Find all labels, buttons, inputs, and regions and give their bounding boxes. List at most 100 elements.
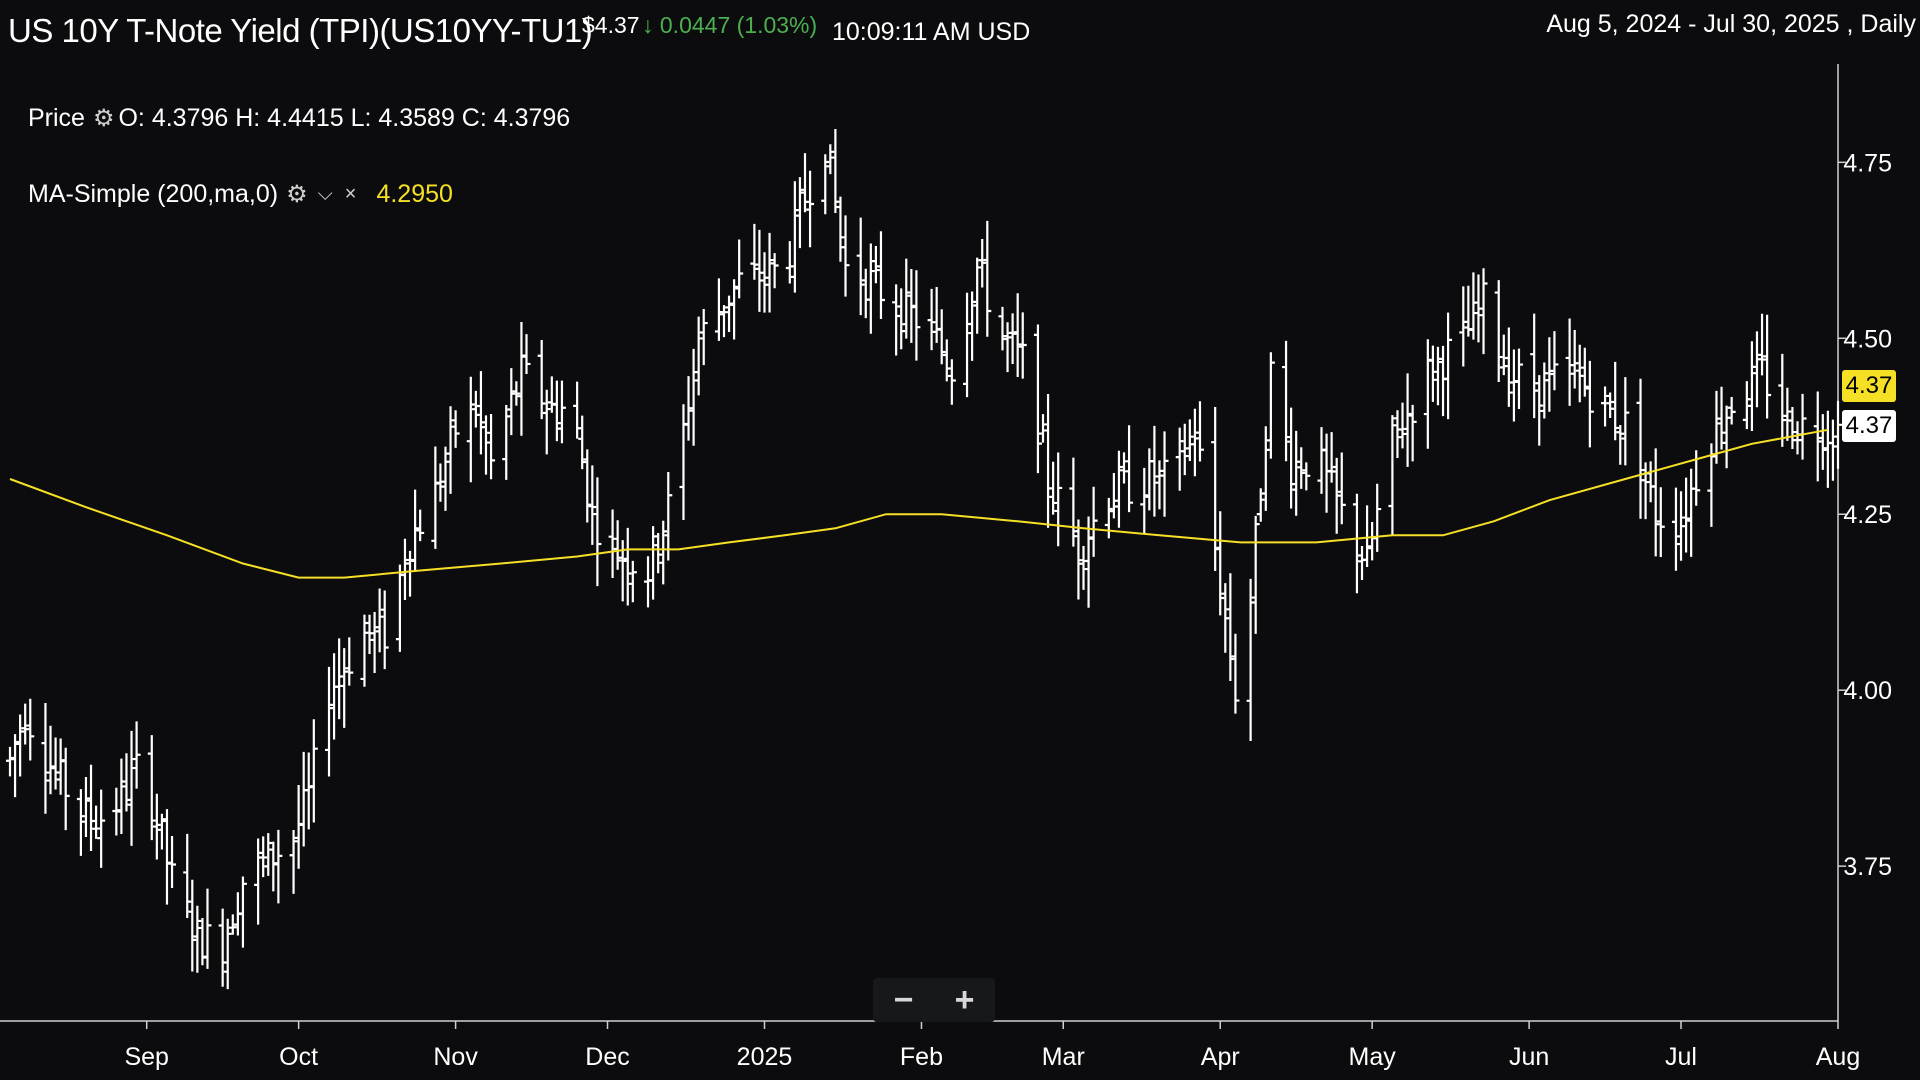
quote-time: 10:09:11 AM USD (832, 18, 1031, 46)
ohlc-bar (659, 520, 668, 585)
ohlc-bar (476, 371, 485, 455)
ohlc-bar (1388, 415, 1397, 536)
date-range[interactable]: Aug 5, 2024 - Jul 30, 2025 , Daily (1546, 10, 1916, 38)
ohlc-bar (1752, 331, 1761, 408)
ohlc-bar (259, 836, 268, 878)
zoom-controls: − + (873, 978, 995, 1022)
ohlc-bar (502, 404, 511, 480)
ohlc-bar (1302, 462, 1311, 491)
price-legend: Price ⚙ O: 4.3796 H: 4.4415 L: 4.3589 C:… (28, 104, 570, 133)
ohlc-bar (1540, 362, 1549, 419)
ohlc-bar (1439, 345, 1448, 417)
ohlc-bar (750, 223, 759, 280)
ohlc-bar (1282, 340, 1291, 462)
ohlc-bar (51, 737, 60, 790)
ohlc-bar (664, 471, 673, 561)
ma-line (9, 428, 1829, 579)
ohlc-bar (1616, 424, 1625, 465)
x-tick-label: Jun (1509, 1043, 1549, 1071)
ohlc-bar (1195, 401, 1204, 462)
ohlc-bar (623, 527, 632, 606)
ohlc-bar (1393, 410, 1402, 459)
ohlc-bar (1459, 286, 1468, 367)
ohlc-bar (1408, 404, 1417, 462)
ohlc-bar (411, 489, 420, 572)
ohlc-bar (264, 833, 273, 876)
ohlc-bar (1671, 487, 1680, 571)
down-arrow-icon: ↓ (642, 12, 654, 38)
ohlc-bar (406, 550, 415, 597)
ohlc-bar (274, 829, 283, 904)
last-price: $4.37 (582, 12, 640, 38)
ohlc-bar (836, 196, 845, 262)
ohlc-bar (907, 269, 916, 343)
ohlc-bar (1651, 448, 1660, 557)
ohlc-bar (1368, 521, 1377, 561)
ohlc-bar (193, 905, 202, 973)
ohlc-bar (1717, 386, 1726, 450)
ohlc-bar (573, 381, 582, 439)
ohlc-bar (1398, 402, 1407, 449)
ohlc-bar (785, 241, 794, 284)
ohlc-bar (861, 268, 870, 319)
x-tick-label: Dec (585, 1043, 629, 1071)
zoom-out-button[interactable]: − (893, 980, 914, 1019)
ohlc-bar (97, 789, 106, 868)
ohlc-bar (1018, 312, 1027, 379)
ohlc-bar (1322, 433, 1331, 513)
x-tick-label: Feb (900, 1043, 943, 1071)
chevron-down-icon[interactable]: ⌵ (317, 183, 333, 205)
ohlc-bar (1763, 314, 1772, 419)
ohlc-bar (1601, 386, 1610, 427)
ohlc-bar (127, 730, 136, 846)
ohlc-bar (254, 838, 263, 925)
ohlc-bar (1727, 396, 1736, 425)
ohlc-bar (1363, 505, 1372, 568)
ohlc-bar (557, 380, 566, 444)
ohlc-bar (1535, 375, 1544, 446)
ohlc-bar (725, 295, 734, 332)
ohlc-bar (1793, 421, 1802, 455)
zoom-in-button[interactable]: + (954, 980, 975, 1019)
y-tick-label: 3.75 (1843, 853, 1892, 881)
ohlc-bar (365, 614, 374, 655)
ohlc-bar (1550, 331, 1559, 391)
x-tick-label: Nov (433, 1043, 478, 1071)
ohlc-bar (998, 306, 1007, 351)
ohlc-bar (1120, 452, 1129, 484)
ohlc-bar (1742, 381, 1751, 430)
ohlc-bar (790, 181, 799, 293)
ohlc-bar (6, 746, 14, 777)
price-chart[interactable]: 3.75 4.00 4.25 4.50 4.75 Sep Oct Nov Dec 2025 Feb M… (0, 64, 1920, 1080)
ohlc-bar (856, 217, 865, 316)
ohlc-bar (841, 215, 850, 297)
ohlc-bar (1499, 334, 1508, 376)
ohlc-bar (1656, 487, 1665, 558)
ohlc-bar (41, 703, 50, 814)
ohlc-bar (1150, 425, 1159, 517)
ohlc-bar (1160, 431, 1169, 517)
ohlc-bar (87, 764, 96, 852)
ohlc-bar (968, 291, 977, 361)
x-tick-label: Mar (1042, 1043, 1085, 1071)
gear-icon[interactable]: ⚙ (92, 105, 115, 132)
ohlc-bar (1641, 462, 1650, 520)
ohlc-bar (608, 509, 617, 579)
ma-settings-gear-icon[interactable]: ⚙ (286, 181, 308, 208)
ohlc-bar (92, 805, 101, 839)
close-icon[interactable]: × (344, 183, 357, 205)
ohlc-bar (866, 243, 875, 334)
ohlc-bar (1327, 432, 1336, 483)
ohlc-bar (1180, 423, 1189, 476)
ohlc-bar (1514, 348, 1523, 410)
ohlc-bar (512, 381, 521, 406)
ohlc-bar (1216, 511, 1225, 616)
ohlc-bar (902, 258, 911, 339)
ohlc-bar (56, 738, 65, 795)
ohlc-bar (1155, 460, 1164, 510)
ohlc-bar (684, 376, 693, 441)
ohlc-bar (1084, 516, 1093, 608)
ohlc-bar (963, 292, 972, 398)
ma-legend: MA-Simple (200,ma,0) ⚙ ⌵ × 4.2950 (28, 180, 453, 209)
ohlc-bar (1287, 407, 1296, 509)
